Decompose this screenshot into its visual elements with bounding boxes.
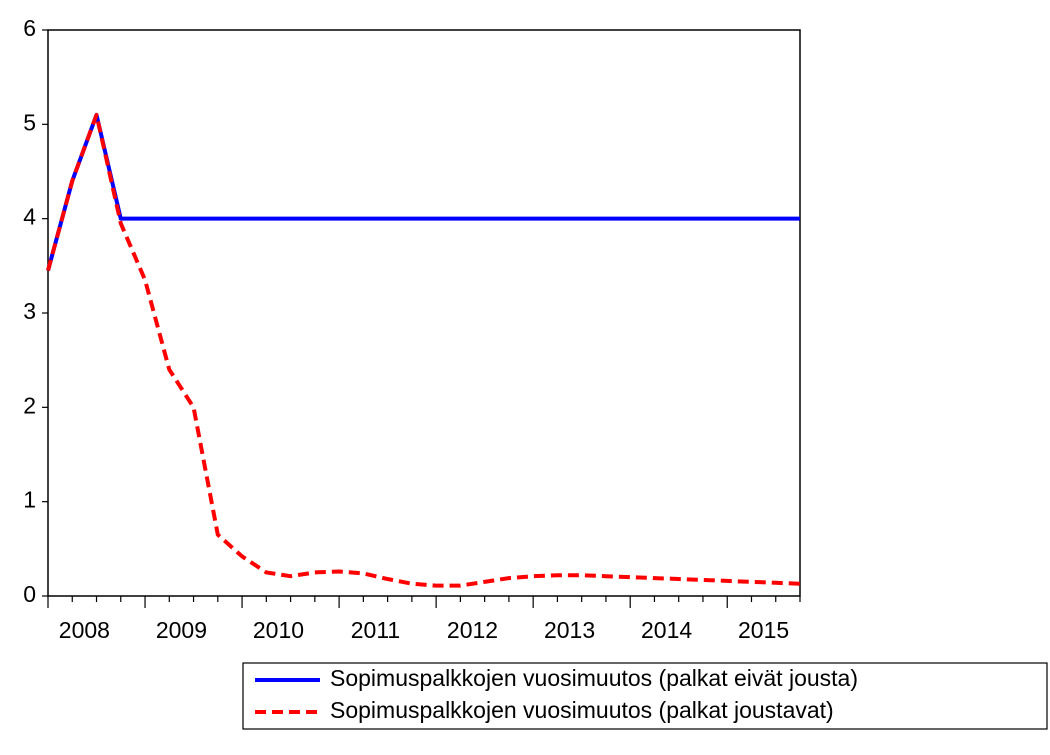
x-tick-label: 2015	[738, 617, 789, 643]
series-line	[46, 112, 801, 588]
y-tick-label: 6	[23, 15, 36, 41]
x-tick-label: 2009	[156, 617, 207, 643]
x-tick-label: 2011	[351, 617, 400, 643]
x-tick-label: 2013	[544, 617, 595, 643]
legend-label: Sopimuspalkkojen vuosimuutos (palkat eiv…	[330, 665, 858, 691]
x-tick-label: 2008	[59, 617, 110, 643]
x-tick-label: 2010	[253, 617, 304, 643]
y-tick-label: 4	[23, 204, 36, 230]
x-tick-label: 2014	[641, 617, 692, 643]
plot-frame	[47, 29, 801, 597]
x-tick-label: 2012	[447, 617, 498, 643]
y-tick-label: 5	[23, 109, 36, 135]
y-tick-label: 3	[23, 298, 36, 324]
y-tick-label: 2	[23, 392, 36, 418]
legend-label: Sopimuspalkkojen vuosimuutos (palkat jou…	[330, 697, 834, 723]
y-tick-label: 0	[23, 581, 36, 607]
y-tick-label: 1	[23, 487, 36, 513]
series-line	[46, 112, 800, 272]
legend-box	[242, 662, 1048, 730]
